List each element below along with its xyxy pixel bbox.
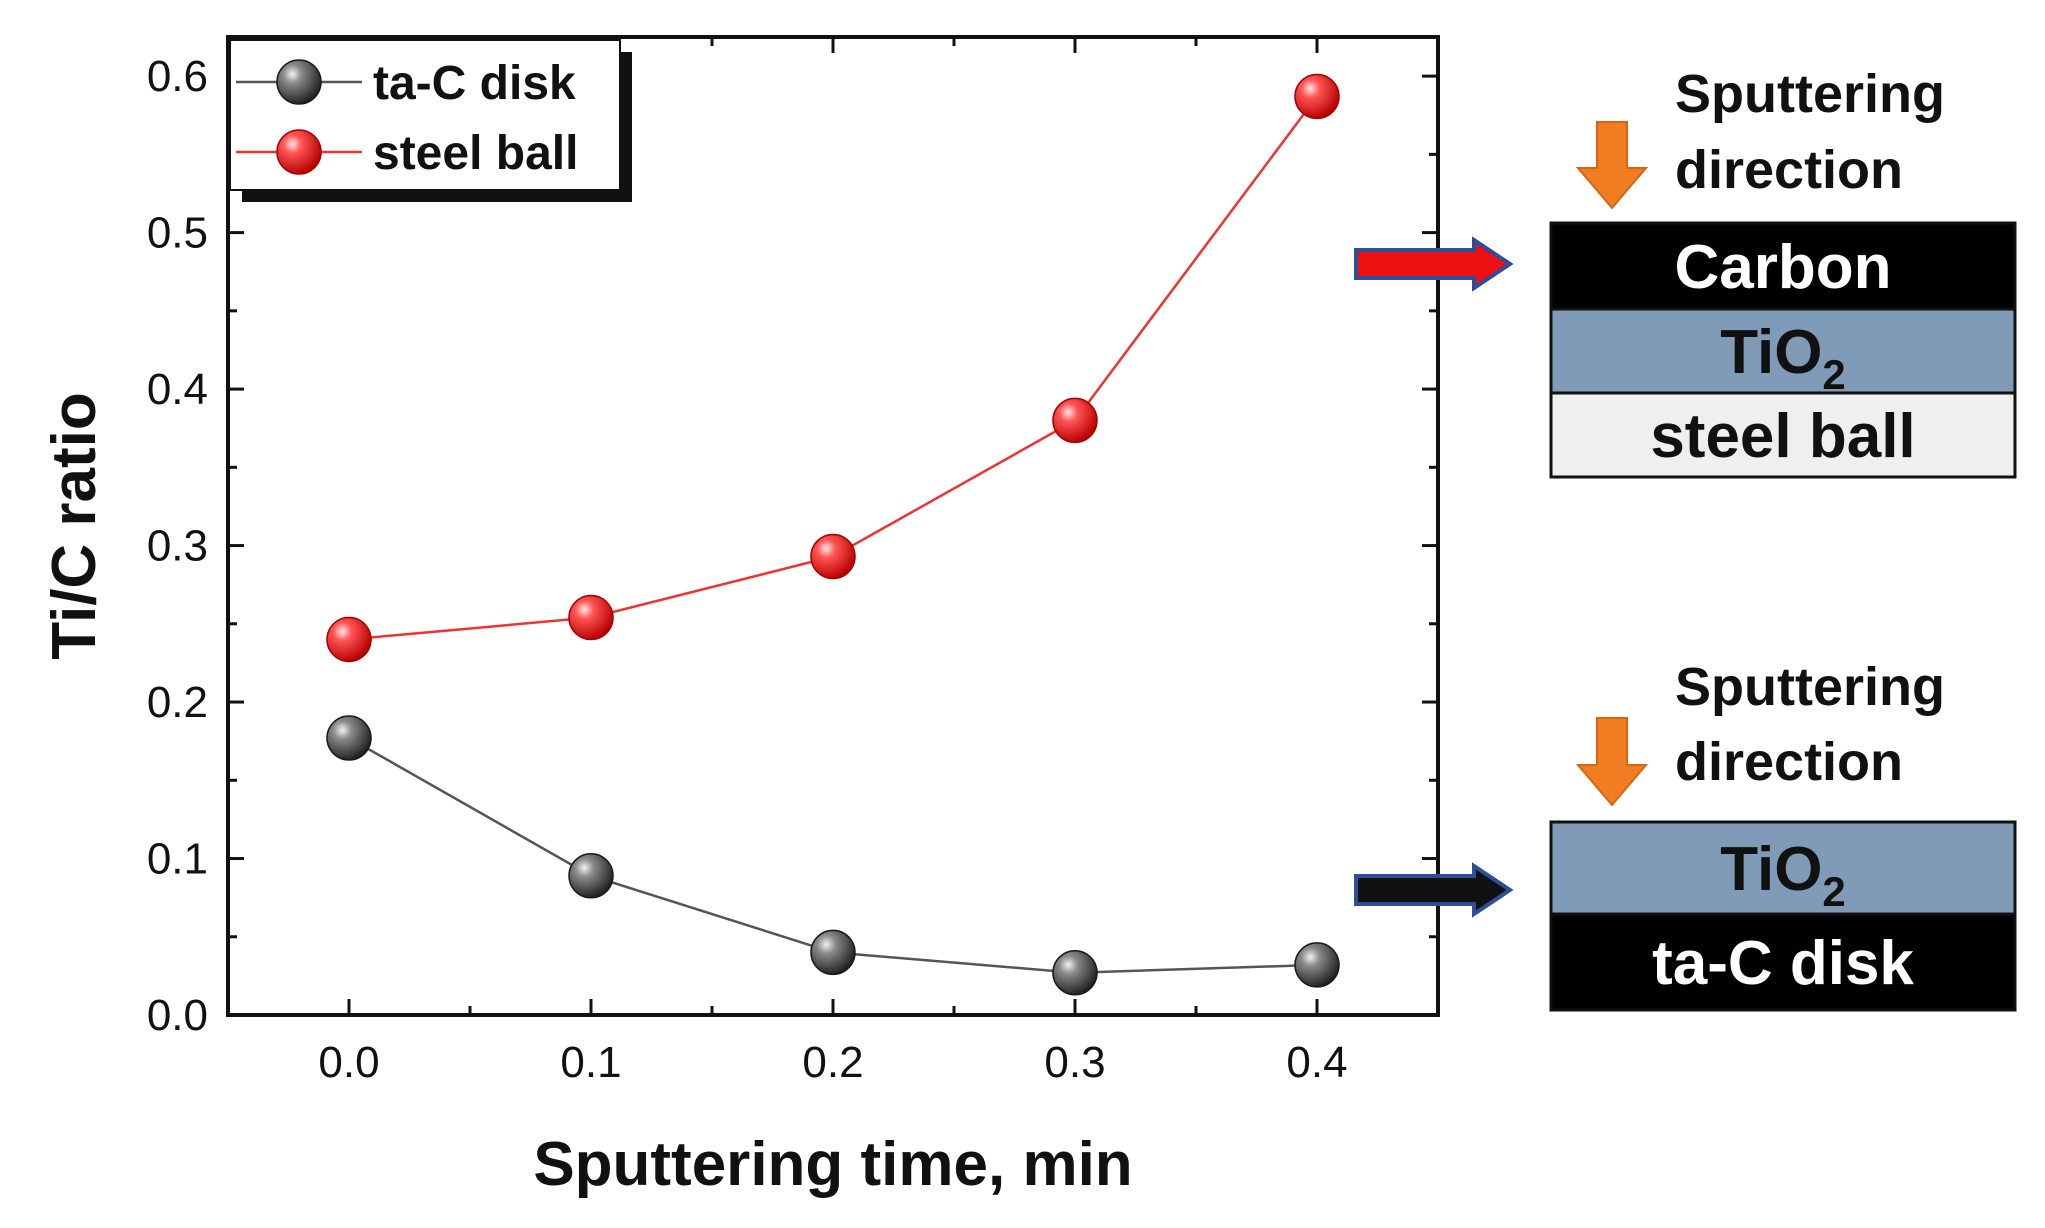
data-point [810,533,856,580]
layer-label: TiO2 [1720,318,1846,398]
schematic-bottom-layers: TiO2 ta-C disk [1549,820,2017,1012]
data-point [568,852,614,899]
data-point [568,594,614,641]
data-point [1294,942,1340,988]
series-layer [326,73,1340,996]
legend-marker [276,59,322,105]
layer-label-subscript: 2 [1822,351,1845,398]
data-point [326,715,372,761]
x-tick-label: 0.1 [560,1038,621,1087]
legend-items: ta-C disk steel ball [236,57,578,180]
x-tick-label: 0.3 [1044,1038,1105,1087]
y-axis-title: Ti/C ratio [40,392,109,660]
pointer-arrow-bottom-icon [1354,862,1514,918]
data-point [1052,397,1098,444]
layer-label-text: Carbon [1675,233,1892,302]
legend-marker [276,129,322,175]
layer-label-text: TiO [1720,835,1822,904]
layer-tio [1549,307,2017,395]
x-tick-label: 0.2 [802,1038,863,1087]
legend: ta-C disk steel ball [229,39,632,202]
data-point [1052,950,1098,996]
y-tick-label: 0.4 [147,365,208,414]
layer-label-text: steel ball [1650,402,1915,471]
layer-ta-c-disk [1549,912,2017,1012]
layer-tio [1549,820,2017,916]
legend-label: steel ball [373,127,578,180]
layer-steel-ball [1549,391,2017,479]
layer-label: TiO2 [1720,835,1846,915]
x-tick-label: 0.4 [1286,1038,1347,1087]
schematic-top-note-line2: direction [1675,140,1903,200]
sputtering-arrow-bottom-icon [1575,717,1649,807]
y-tick-label: 0.6 [147,52,208,101]
layer-label: Carbon [1675,233,1892,302]
y-tick-label: 0.2 [147,678,208,727]
data-point [326,616,372,663]
axis-ticks: 0.0 0.1 0.2 0.3 0.4 0.0 0.1 0.2 0.3 0.4 0.5 0.6 [147,37,1438,1087]
y-tick-label: 0.3 [147,522,208,571]
layer-label-subscript: 2 [1822,868,1845,915]
schematic-top-note-line1: Sputtering [1675,64,1945,124]
y-tick-label: 0.0 [147,991,208,1040]
pointer-arrow-top-icon [1354,236,1514,292]
layer-label-text: ta-C disk [1652,929,1914,998]
y-tick-label: 0.1 [147,835,208,884]
layer-label-text: TiO [1720,318,1822,387]
legend-label: ta-C disk [373,57,576,110]
schematic-bottom-note-line2: direction [1675,732,1903,792]
schematic-bottom: Sputtering direction TiO2 ta-C disk [1354,657,2017,1012]
x-tick-label: 0.0 [318,1038,379,1087]
layer-label: steel ball [1650,402,1915,471]
layer-label: ta-C disk [1652,929,1914,998]
x-axis-title: Sputtering time, min [533,1130,1132,1199]
y-tick-label: 0.5 [147,209,208,258]
sputtering-arrow-top-icon [1575,121,1649,210]
data-point [810,929,856,976]
data-point [1294,73,1340,120]
schematic-bottom-note-line1: Sputtering [1675,657,1945,717]
